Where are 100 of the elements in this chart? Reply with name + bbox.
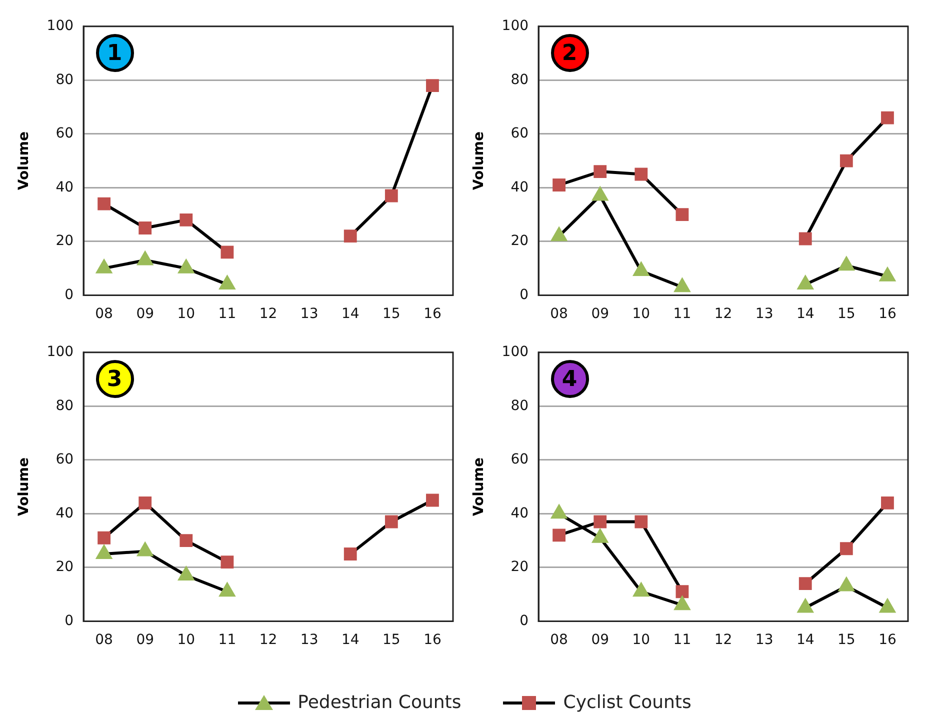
y-tick-label: 0 bbox=[64, 286, 74, 303]
y-tick-label: 0 bbox=[520, 612, 529, 629]
y-tick-label: 20 bbox=[510, 559, 529, 576]
point bbox=[838, 257, 854, 271]
x-tick-label: 09 bbox=[591, 306, 610, 322]
point bbox=[798, 232, 812, 246]
circle-badge: 1 bbox=[96, 34, 134, 72]
y-tick-label: 0 bbox=[64, 612, 74, 629]
y-tick-label: 40 bbox=[56, 179, 74, 196]
point bbox=[178, 567, 194, 581]
y-axis-title: Volume bbox=[16, 458, 32, 516]
y-tick-label: 20 bbox=[510, 233, 529, 250]
x-tick-label: 15 bbox=[838, 306, 856, 322]
x-tick-label: 08 bbox=[95, 306, 113, 322]
x-tick-label: 13 bbox=[300, 306, 318, 322]
x-tick-label: 13 bbox=[755, 632, 774, 648]
x-tick-label: 15 bbox=[382, 306, 400, 322]
x-tick-label: 14 bbox=[796, 632, 814, 648]
y-tick-label: 100 bbox=[502, 344, 529, 360]
y-tick-label: 80 bbox=[510, 72, 529, 88]
x-tick-label: 11 bbox=[673, 306, 692, 322]
y-tick-label: 60 bbox=[56, 126, 74, 142]
y-tick-label: 60 bbox=[510, 126, 529, 142]
y-tick-label: 0 bbox=[520, 286, 529, 303]
circle-badge: 4 bbox=[550, 360, 589, 398]
circle-badge: 2 bbox=[550, 34, 589, 72]
y-tick-label: 100 bbox=[46, 18, 74, 34]
x-tick-label: 13 bbox=[300, 632, 318, 648]
y-tick-label: 60 bbox=[56, 452, 74, 468]
point bbox=[426, 494, 439, 507]
x-tick-label: 16 bbox=[424, 632, 442, 648]
x-tick-label: 12 bbox=[714, 632, 732, 648]
point bbox=[592, 187, 608, 201]
point bbox=[676, 585, 689, 598]
x-tick-label: 14 bbox=[341, 632, 360, 648]
point bbox=[880, 599, 896, 613]
point bbox=[838, 578, 854, 592]
x-tick-label: 11 bbox=[218, 632, 236, 648]
x-tick-label: 14 bbox=[796, 306, 814, 322]
x-tick-label: 15 bbox=[838, 632, 856, 648]
y-tick-label: 40 bbox=[56, 505, 74, 522]
y-tick-label: 100 bbox=[502, 18, 529, 34]
x-tick-label: 16 bbox=[878, 306, 896, 322]
point bbox=[798, 276, 813, 290]
point bbox=[138, 542, 153, 556]
x-tick-label: 15 bbox=[382, 632, 400, 648]
point bbox=[674, 596, 690, 610]
point bbox=[220, 583, 235, 597]
point bbox=[180, 534, 193, 548]
x-tick-label: 12 bbox=[259, 306, 278, 322]
point bbox=[880, 268, 896, 282]
point bbox=[220, 556, 234, 569]
x-tick-label: 16 bbox=[424, 306, 442, 322]
point bbox=[676, 208, 689, 222]
point bbox=[96, 546, 112, 559]
y-axis-title: Volume bbox=[16, 132, 32, 190]
legend-label: Cyclist Counts bbox=[563, 692, 692, 713]
legend-label: Pedestrian Counts bbox=[298, 692, 462, 713]
point bbox=[552, 178, 566, 192]
y-tick-label: 20 bbox=[56, 233, 74, 250]
point bbox=[881, 111, 894, 124]
point bbox=[552, 528, 566, 542]
point bbox=[592, 529, 608, 543]
y-tick-label: 40 bbox=[510, 505, 529, 522]
x-tick-label: 12 bbox=[714, 306, 732, 322]
x-tick-label: 11 bbox=[673, 632, 692, 648]
point bbox=[551, 228, 567, 242]
x-tick-label: 10 bbox=[177, 306, 196, 322]
point bbox=[138, 496, 152, 510]
y-tick-label: 20 bbox=[56, 559, 74, 576]
x-tick-label: 08 bbox=[550, 632, 568, 648]
x-tick-label: 11 bbox=[218, 306, 236, 322]
y-tick-label: 40 bbox=[510, 179, 529, 196]
x-tick-label: 08 bbox=[550, 306, 568, 322]
x-tick-label: 12 bbox=[259, 632, 278, 648]
x-tick-label: 09 bbox=[136, 632, 154, 648]
point bbox=[881, 496, 894, 510]
x-tick-label: 16 bbox=[878, 632, 896, 648]
y-tick-label: 80 bbox=[56, 72, 74, 88]
y-tick-label: 80 bbox=[510, 398, 529, 414]
point bbox=[634, 168, 648, 181]
point bbox=[634, 262, 649, 276]
x-tick-label: 10 bbox=[177, 632, 196, 648]
y-axis-title: Volume bbox=[471, 458, 488, 516]
x-tick-label: 10 bbox=[632, 306, 650, 322]
x-tick-label: 10 bbox=[632, 632, 650, 648]
point bbox=[674, 278, 690, 292]
x-tick-label: 09 bbox=[591, 632, 610, 648]
x-tick-label: 08 bbox=[95, 632, 113, 648]
point bbox=[98, 531, 110, 544]
point bbox=[798, 599, 813, 613]
point bbox=[384, 515, 398, 528]
point bbox=[344, 548, 357, 560]
point bbox=[798, 577, 812, 590]
x-tick-label: 09 bbox=[136, 306, 154, 322]
x-tick-label: 14 bbox=[341, 306, 360, 322]
y-axis-title: Volume bbox=[471, 132, 488, 190]
x-tick-label: 13 bbox=[755, 306, 774, 322]
circle-badge: 3 bbox=[96, 360, 134, 398]
point bbox=[840, 542, 853, 556]
